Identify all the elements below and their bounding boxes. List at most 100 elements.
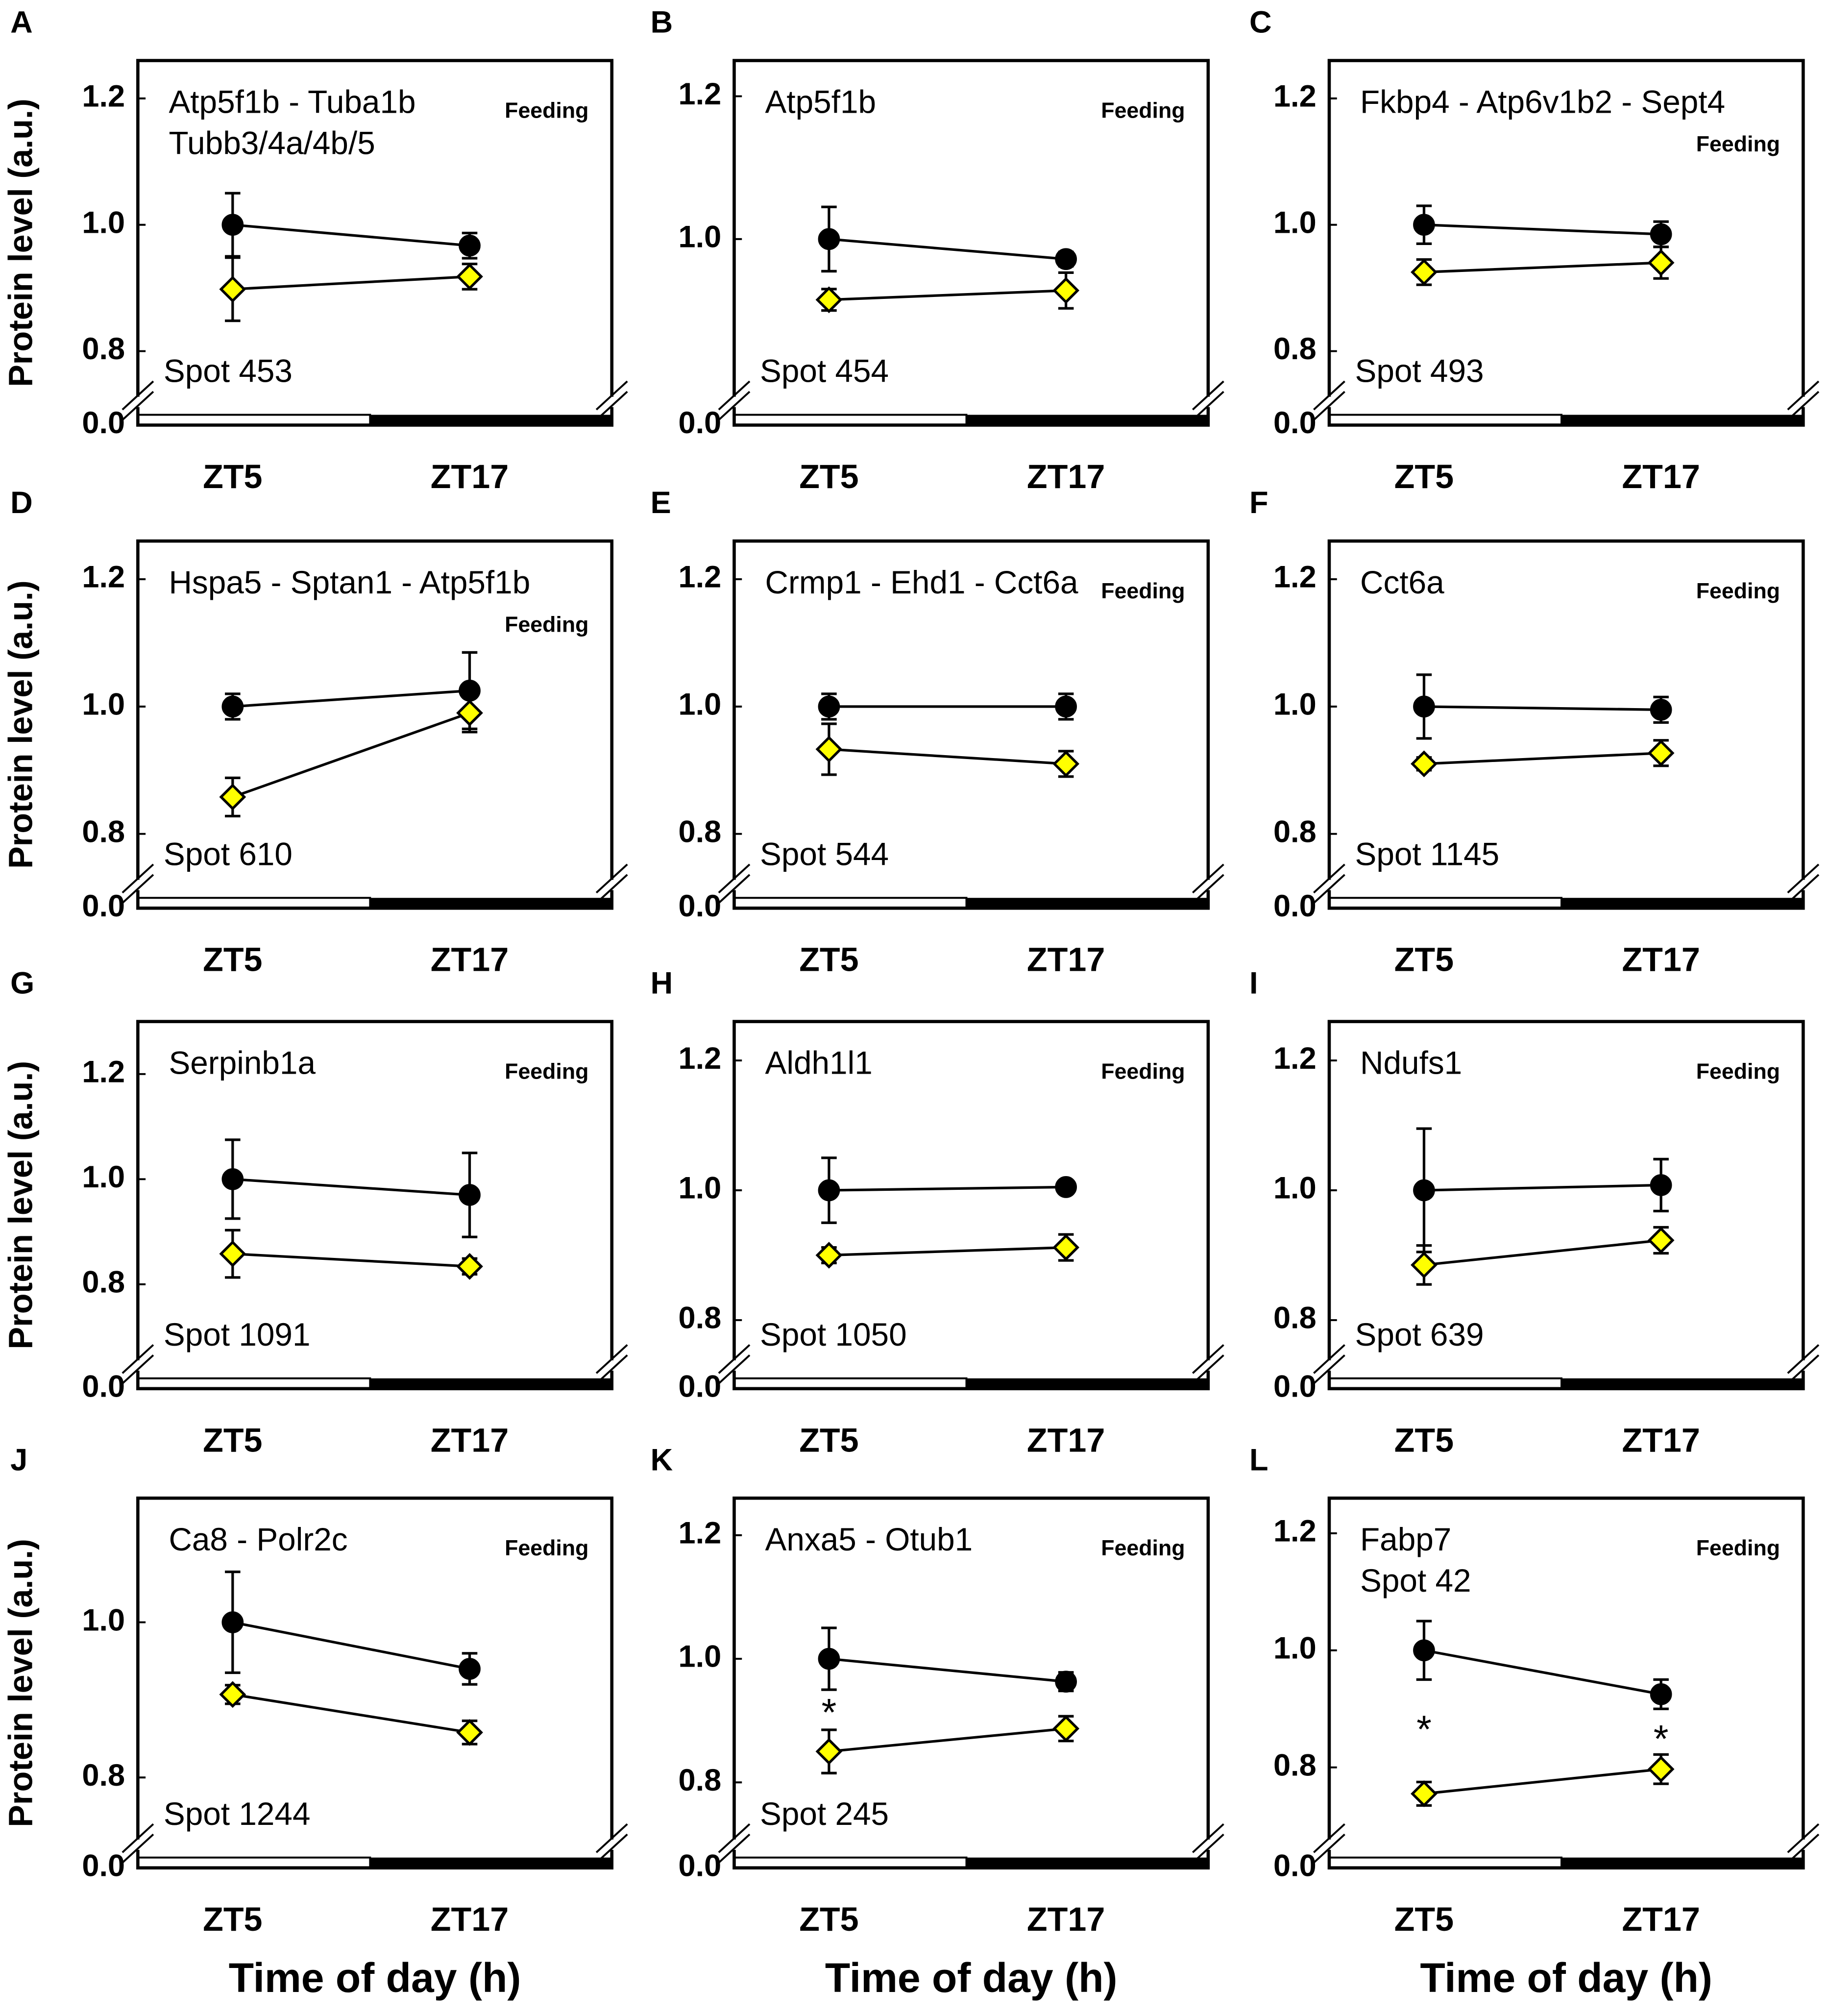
- axis-break: [595, 1833, 628, 1864]
- axis-break: [718, 874, 751, 904]
- y-tick-label: 1.2: [82, 79, 125, 114]
- y-tick-label: 1.0: [1273, 688, 1317, 722]
- y-tick-label: 1.0: [1273, 1631, 1317, 1665]
- y-tick-label: 0.0: [1273, 406, 1317, 440]
- marker: [1052, 277, 1080, 304]
- axis-break: [122, 1823, 154, 1853]
- axis-break: [122, 1354, 154, 1384]
- y-tick-label: 0.8: [82, 814, 125, 849]
- axis-break: [718, 391, 751, 421]
- marker: [1055, 248, 1077, 270]
- marker: [1650, 223, 1672, 246]
- x-tick-label: ZT17: [1027, 1901, 1105, 1938]
- axis-break: [1192, 1833, 1224, 1864]
- axis-break: [1787, 1354, 1820, 1384]
- marker: [1411, 750, 1438, 778]
- dark-bar: [1561, 1378, 1804, 1389]
- panel-title: Spot 42: [1360, 1563, 1471, 1598]
- marker: [1052, 750, 1080, 778]
- marker: [1411, 259, 1438, 286]
- x-tick-label: ZT5: [799, 941, 858, 979]
- x-axis-label: Time of day (h): [229, 1955, 521, 2001]
- annotation: Feeding: [1101, 579, 1185, 603]
- marker: [459, 234, 481, 257]
- marker: [1647, 1755, 1675, 1783]
- annotation: Feeding: [1696, 132, 1780, 156]
- x-tick-label: ZT5: [203, 1901, 262, 1938]
- axis-break: [1313, 1833, 1345, 1864]
- panel-title: Ca8 - Polr2c: [169, 1522, 347, 1557]
- axis-break: [122, 391, 154, 421]
- marker: [1413, 695, 1435, 718]
- axis-break: [122, 1833, 154, 1864]
- y-tick-label: 0.8: [1273, 1748, 1317, 1782]
- axis-break: [595, 863, 628, 894]
- axis-break: [718, 1354, 751, 1384]
- spot-label: Spot 1050: [760, 1317, 907, 1352]
- frame: [732, 1496, 1210, 1869]
- series-line: [1424, 705, 1661, 711]
- panel-title: Tubb3/4a/4b/5: [169, 125, 375, 161]
- y-tick-label: 1.2: [82, 1055, 125, 1089]
- y-tick-label: 1.0: [678, 220, 721, 254]
- marker: [1647, 1227, 1675, 1254]
- panel-title: Hspa5 - Sptan1 - Atp5f1b: [169, 565, 530, 600]
- frame: [136, 1020, 614, 1391]
- x-tick-label: ZT17: [1027, 1422, 1105, 1459]
- series-line: [1424, 223, 1661, 236]
- y-tick-label: 0.0: [82, 1848, 125, 1883]
- x-axis-label: Time of day (h): [825, 1955, 1118, 2001]
- axis-break: [1192, 1344, 1224, 1374]
- axis-break: [122, 1344, 154, 1374]
- panel-letter: L: [1249, 1443, 1268, 1477]
- series-line: [829, 748, 1066, 765]
- marker: [219, 783, 246, 811]
- y-tick-label: 1.2: [82, 560, 125, 594]
- series-line: [232, 275, 470, 291]
- series-line: [232, 223, 470, 247]
- marker: [1650, 1683, 1672, 1705]
- dark-bar: [1561, 1857, 1804, 1868]
- frame: [732, 59, 1210, 427]
- marker: [219, 1240, 246, 1267]
- axis-break: [1192, 1354, 1224, 1384]
- y-tick-label: 0.0: [1273, 889, 1317, 923]
- series-line: [232, 1621, 470, 1671]
- y-tick-label: 1.0: [678, 1640, 721, 1674]
- series-line: [1424, 1768, 1661, 1795]
- axis-break: [595, 391, 628, 421]
- axis-break: [1787, 1344, 1820, 1374]
- marker: [1650, 699, 1672, 721]
- dark-bar: [370, 1857, 612, 1868]
- series-line: [232, 1178, 470, 1197]
- panel-title: Serpinb1a: [169, 1045, 316, 1081]
- axis-break: [718, 1833, 751, 1864]
- axis-break: [595, 1354, 628, 1384]
- series-line: [829, 289, 1066, 301]
- dark-bar: [370, 415, 612, 425]
- y-tick-label: 1.0: [1273, 1171, 1317, 1205]
- marker: [221, 214, 244, 236]
- y-tick-label: 0.8: [678, 1301, 721, 1335]
- axis-break: [1313, 380, 1345, 411]
- marker: [818, 1179, 840, 1202]
- axis-break: [122, 380, 154, 411]
- marker: [1647, 249, 1675, 276]
- axis-break: [1313, 1823, 1345, 1853]
- axis-break: [1192, 391, 1224, 421]
- spot-label: Spot 610: [164, 836, 293, 872]
- x-tick-label: ZT5: [1394, 458, 1454, 495]
- y-tick-label: 0.0: [82, 406, 125, 440]
- x-tick-label: ZT17: [1027, 941, 1105, 979]
- marker: [1413, 1179, 1435, 1202]
- axis-break: [718, 863, 751, 894]
- y-tick-label: 0.0: [82, 1369, 125, 1403]
- panel-title: Crmp1 - Ehd1 - Cct6a: [765, 565, 1078, 600]
- axis-break: [1787, 874, 1820, 904]
- panel-letter: H: [651, 966, 673, 1001]
- y-tick-label: 1.2: [678, 560, 721, 594]
- marker: [221, 695, 244, 718]
- axis-break: [122, 863, 154, 894]
- dark-bar: [1561, 415, 1804, 425]
